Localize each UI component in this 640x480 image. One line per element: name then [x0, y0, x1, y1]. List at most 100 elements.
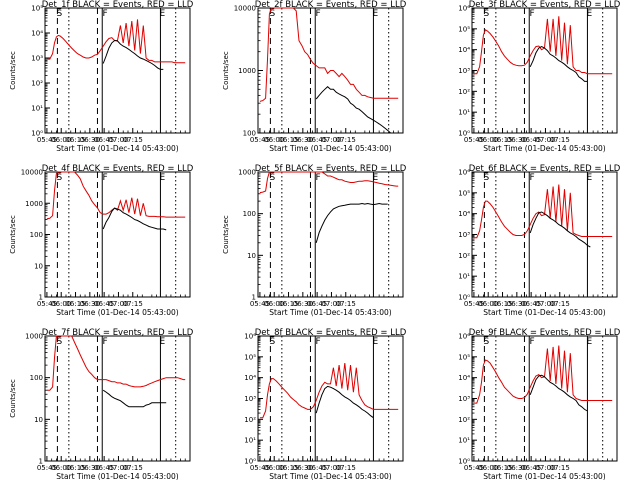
lld-series-line	[473, 16, 613, 75]
x-tick-label: 06:30	[293, 300, 313, 308]
y-tick-label: 10¹	[458, 109, 470, 117]
x-tick-label: 06:00	[51, 300, 71, 308]
x-tick-label: 06:15	[492, 136, 512, 144]
y-tick-label: 10¹	[31, 105, 43, 113]
event-marker-label: S	[269, 337, 275, 347]
y-tick-label: 10⁶	[458, 169, 470, 177]
x-tick-label: 06:15	[278, 136, 298, 144]
plot-frame	[471, 171, 618, 298]
x-axis-label: Start Time (01-Dec-14 05:43:00)	[56, 308, 178, 317]
event-marker-label: S	[483, 337, 489, 347]
y-tick-label: 1	[39, 458, 43, 466]
event-marker-label: F	[530, 173, 535, 183]
y-tick-label: 10000	[234, 5, 256, 13]
y-axis-label: Counts/sec	[222, 215, 230, 254]
event-marker-label: E	[372, 9, 378, 19]
x-tick-label: 05:45	[37, 136, 57, 144]
y-tick-label: 10⁵	[458, 25, 470, 33]
plot-frame	[471, 335, 618, 462]
x-axis-label: Start Time (01-Dec-14 05:43:00)	[56, 144, 178, 153]
events-series-line	[102, 389, 167, 408]
y-tick-label: 1	[39, 294, 43, 302]
x-tick-label: 07:15	[123, 464, 143, 472]
events-series-line	[102, 207, 167, 231]
x-tick-label: 06:45	[307, 464, 327, 472]
y-tick-label: 10³	[458, 231, 470, 239]
lld-series-line	[473, 345, 613, 404]
x-tick-label: 05:45	[250, 464, 270, 472]
x-tick-label: 06:15	[65, 464, 85, 472]
y-axis-label: Counts/sec	[9, 51, 17, 90]
x-tick-label: 07:00	[108, 464, 128, 472]
y-tick-label: 10⁵	[458, 189, 470, 197]
y-tick-label: 10⁴	[458, 374, 470, 382]
panel-title: Det_7f BLACK = Events, RED = LLD	[42, 328, 194, 338]
events-series-line	[102, 39, 164, 70]
event-marker-label: E	[159, 173, 165, 183]
x-tick-label: 06:00	[478, 300, 498, 308]
events-series-line	[315, 202, 388, 243]
x-axis-label: Start Time (01-Dec-14 05:43:00)	[56, 472, 178, 480]
y-tick-label: 10	[34, 262, 43, 270]
y-tick-label: 10	[247, 252, 256, 260]
event-marker-label: F	[103, 9, 108, 19]
y-tick-label: 10¹	[458, 437, 470, 445]
x-tick-label: 06:15	[492, 464, 512, 472]
x-tick-label: 06:45	[521, 136, 541, 144]
plot-frame	[257, 171, 404, 298]
event-marker-label: E	[586, 173, 592, 183]
y-tick-label: 10³	[31, 55, 43, 63]
x-tick-label: 07:15	[336, 300, 356, 308]
y-tick-label: 10000	[21, 169, 43, 177]
y-tick-label: 10⁰	[458, 294, 470, 302]
plot-frame	[257, 335, 404, 462]
y-tick-label: 10⁵	[458, 353, 470, 361]
x-tick-label: 07:15	[336, 136, 356, 144]
y-tick-label: 1000	[238, 169, 256, 177]
x-tick-label: 07:00	[108, 300, 128, 308]
y-tick-label: 10³	[244, 395, 256, 403]
y-tick-label: 1	[252, 294, 256, 302]
x-tick-label: 06:00	[478, 136, 498, 144]
plot-frame	[44, 335, 191, 462]
x-tick-label: 06:30	[507, 300, 527, 308]
event-marker-label: S	[56, 173, 62, 183]
y-tick-label: 1000	[238, 67, 256, 75]
lld-series-line	[259, 363, 399, 419]
y-tick-label: 10¹	[458, 273, 470, 281]
x-tick-label: 07:00	[321, 464, 341, 472]
event-marker-label: S	[269, 173, 275, 183]
x-tick-label: 06:00	[264, 464, 284, 472]
y-tick-label: 10²	[458, 416, 470, 424]
y-tick-label: 10⁴	[458, 46, 470, 54]
x-tick-label: 06:15	[278, 464, 298, 472]
y-tick-label: 10³	[458, 395, 470, 403]
x-tick-label: 06:00	[264, 136, 284, 144]
x-tick-label: 06:45	[94, 300, 114, 308]
x-tick-label: 06:00	[51, 464, 71, 472]
y-axis-label: Counts/sec	[222, 51, 230, 90]
y-tick-label: 10	[34, 416, 43, 424]
event-marker-label: F	[316, 9, 321, 19]
x-tick-label: 07:15	[123, 300, 143, 308]
panel-title: Det_1f BLACK = Events, RED = LLD	[42, 0, 194, 10]
x-tick-label: 05:45	[464, 136, 484, 144]
x-tick-label: 06:15	[278, 300, 298, 308]
x-tick-label: 07:00	[535, 464, 555, 472]
x-tick-label: 06:00	[478, 464, 498, 472]
event-marker-label: F	[103, 337, 108, 347]
y-tick-label: 10²	[458, 88, 470, 96]
event-marker-label: F	[103, 173, 108, 183]
event-marker-label: E	[159, 337, 165, 347]
y-tick-label: 10²	[244, 416, 256, 424]
x-tick-label: 05:45	[464, 300, 484, 308]
x-tick-label: 06:30	[80, 300, 100, 308]
y-tick-label: 10⁰	[458, 458, 470, 466]
plot-frame	[44, 171, 191, 298]
x-tick-label: 07:15	[336, 464, 356, 472]
y-tick-label: 100	[30, 231, 43, 239]
